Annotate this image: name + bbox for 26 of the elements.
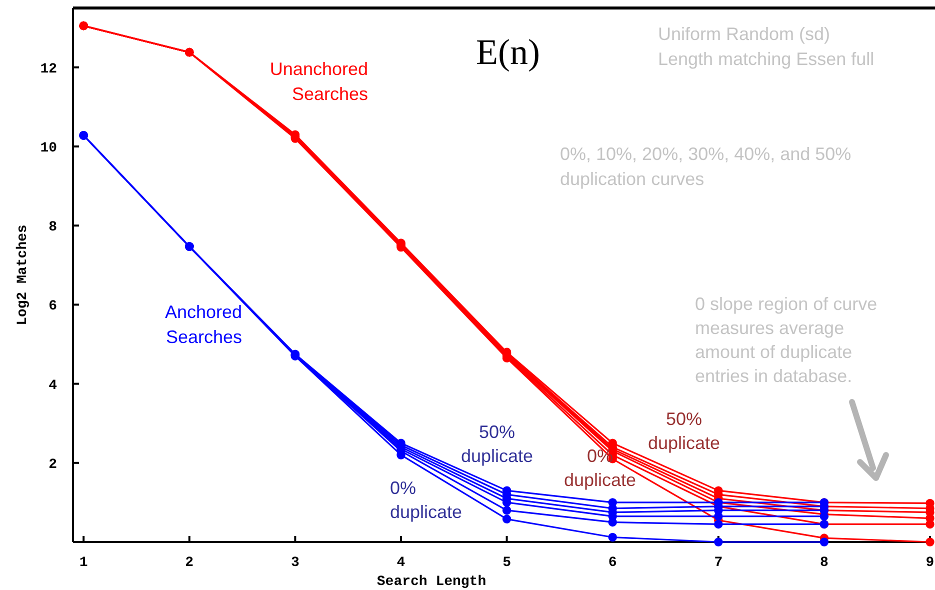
- x-tick-label: 2: [185, 555, 194, 571]
- x-tick-label: 3: [290, 555, 300, 571]
- x-axis-title: Search Length: [376, 574, 486, 590]
- y-tick-label: 12: [40, 61, 57, 78]
- annotation: 50% duplicate: [460, 422, 534, 466]
- x-tick-label: 7: [714, 555, 723, 571]
- y-tick-label: 10: [40, 140, 57, 156]
- annotation: 0 slope region of curve measures average amount of duplicate entries in database.: [695, 294, 878, 386]
- y-tick-label: 2: [48, 456, 57, 473]
- x-tick-label: 8: [820, 555, 828, 571]
- x-tick-label: 1: [79, 555, 88, 571]
- annotation: 50% duplicate: [648, 409, 720, 453]
- y-tick-label: 6: [48, 298, 57, 315]
- annotation: 0% duplicate: [390, 478, 462, 522]
- x-tick-label: 5: [502, 555, 511, 571]
- y-tick-label: 4: [48, 378, 57, 394]
- text: E(n): [476, 32, 540, 72]
- y-axis-title: Log2 Matches: [15, 224, 31, 326]
- y-tick-label: 8: [48, 220, 57, 236]
- annotation: 0%, 10%, 20%, 30%, 40%, and 50% duplication curves: [560, 144, 852, 189]
- annotation: Anchored Searches: [164, 302, 242, 347]
- x-tick-label: 6: [608, 555, 617, 571]
- x-tick-label: 4: [396, 555, 406, 571]
- x-tick-label: 9: [926, 555, 934, 571]
- annotation: Unanchored Searches: [270, 59, 368, 104]
- annotation: Uniform Random (sd) Length matching Essen full: [658, 24, 874, 69]
